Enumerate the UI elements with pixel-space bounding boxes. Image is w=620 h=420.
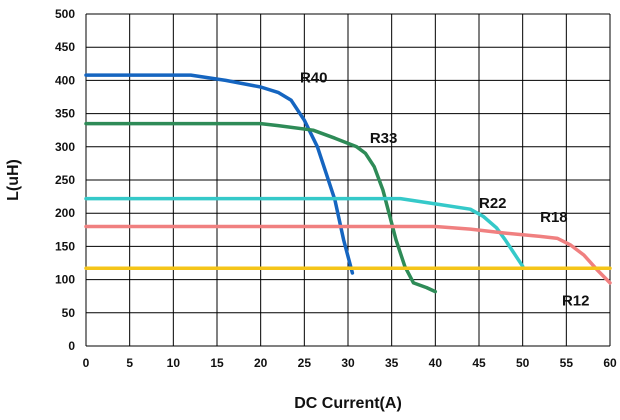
series-line-r33 bbox=[84, 121, 438, 294]
series-label-r40: R40 bbox=[300, 69, 328, 86]
y-tick-label: 250 bbox=[55, 173, 75, 187]
series-line-r22 bbox=[84, 196, 525, 269]
series-line-r18 bbox=[84, 224, 612, 285]
y-tick-label: 400 bbox=[55, 73, 75, 87]
grid bbox=[85, 13, 611, 347]
y-axis-title: L(uH) bbox=[5, 159, 22, 201]
series-label-r33: R33 bbox=[370, 130, 398, 147]
y-tick-label: 500 bbox=[55, 7, 75, 21]
y-tick-label: 50 bbox=[62, 306, 76, 320]
x-tick-label: 30 bbox=[341, 356, 355, 370]
x-tick-label: 35 bbox=[385, 356, 399, 370]
y-tick-label: 0 bbox=[68, 339, 75, 353]
series-layer bbox=[84, 73, 612, 294]
tick-labels: 0 5 10 15 20 25 30 35 40 45 50 55 60 0 50 100 150 200 250 3… bbox=[55, 7, 617, 370]
x-tick-label: 10 bbox=[167, 356, 181, 370]
x-tick-label: 25 bbox=[298, 356, 312, 370]
y-tick-label: 100 bbox=[55, 273, 75, 287]
y-tick-label: 200 bbox=[55, 206, 75, 220]
x-tick-label: 60 bbox=[603, 356, 617, 370]
x-tick-label: 20 bbox=[254, 356, 268, 370]
x-tick-label: 40 bbox=[429, 356, 443, 370]
series-labels: R40 R33 R22 R18 R12 bbox=[300, 69, 590, 309]
y-tick-label: 350 bbox=[55, 107, 75, 121]
y-tick-label: 150 bbox=[55, 239, 75, 253]
x-tick-label: 0 bbox=[83, 356, 90, 370]
y-tick-label: 300 bbox=[55, 140, 75, 154]
series-label-r12: R12 bbox=[562, 292, 590, 309]
x-axis-title: DC Current(A) bbox=[294, 395, 402, 412]
series-line-r40 bbox=[84, 73, 355, 275]
x-tick-label: 15 bbox=[210, 356, 224, 370]
x-tick-label: 55 bbox=[560, 356, 574, 370]
x-tick-label: 50 bbox=[516, 356, 530, 370]
series-label-r18: R18 bbox=[540, 209, 568, 226]
x-tick-label: 45 bbox=[472, 356, 486, 370]
series-label-r22: R22 bbox=[479, 195, 507, 212]
x-tick-label: 5 bbox=[126, 356, 133, 370]
y-tick-label: 450 bbox=[55, 40, 75, 54]
